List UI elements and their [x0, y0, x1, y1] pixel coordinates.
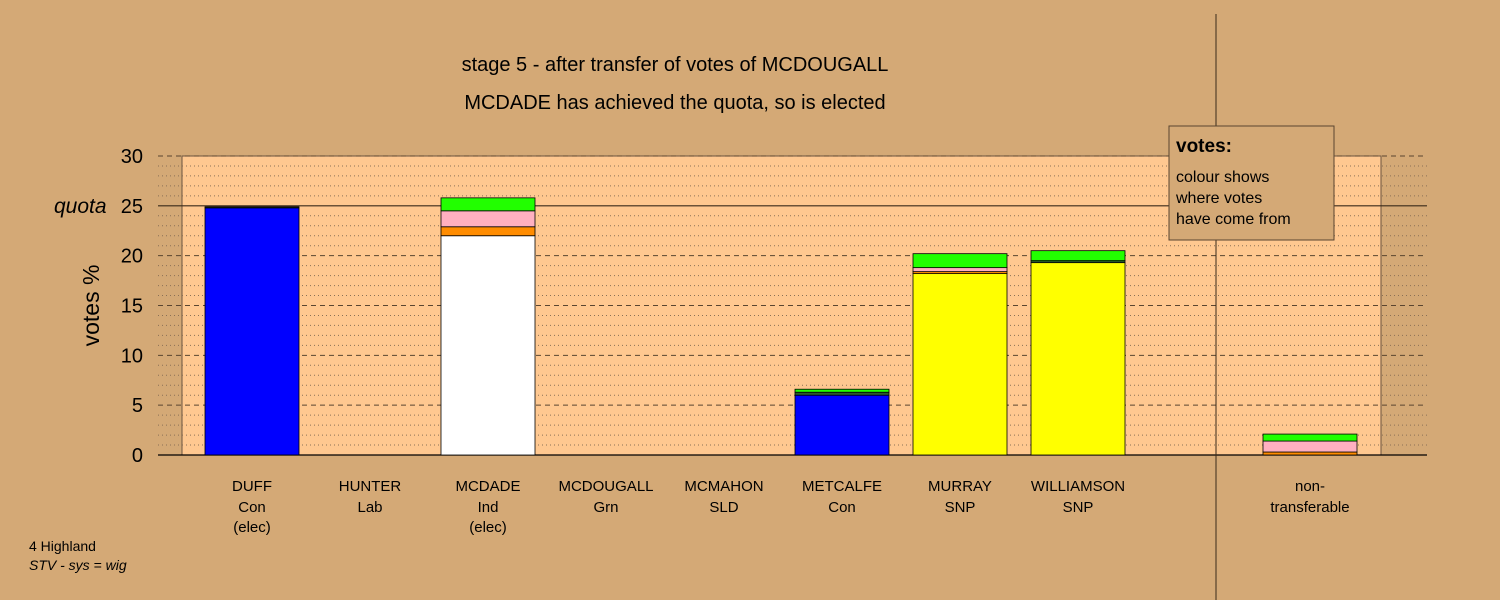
y-tick-label: 10 [121, 345, 143, 367]
non-transferable-label: transferable [1270, 499, 1349, 516]
category-name: MCDOUGALL [558, 478, 653, 495]
category-status: (elec) [233, 519, 271, 536]
bar-non-transferable-segment-sld [1262, 451, 1358, 456]
bar-duff-segment-other [204, 206, 300, 209]
category-name: MCMAHON [684, 478, 763, 495]
bar-mcdade-segment-lab [440, 210, 536, 228]
bar-mcdade-segment-ind [440, 235, 536, 456]
legend-box [1168, 125, 1335, 241]
y-tick-label: 0 [132, 445, 143, 467]
footer-system: STV - sys = wig [29, 557, 127, 573]
footer-region: 4 Highland [29, 538, 96, 554]
category-party: Ind [478, 499, 499, 516]
category-name: DUFF [232, 478, 272, 495]
category-party: SLD [709, 499, 738, 516]
y-axis-label: votes % [78, 265, 104, 347]
chart-subtitle: MCDADE has achieved the quota, so is ele… [464, 92, 886, 114]
legend-text: where votes [1175, 190, 1262, 207]
bar-williamson-segment-snp [1030, 262, 1126, 456]
category-party: Grn [593, 499, 618, 516]
non-transferable-label: non- [1295, 478, 1325, 495]
bar-duff-segment-con [204, 207, 300, 456]
category-party: SNP [945, 499, 976, 516]
bar-non-transferable-segment-lab [1262, 440, 1358, 453]
category-name: WILLIAMSON [1031, 478, 1125, 495]
bar-mcdade-segment-grn [440, 197, 536, 212]
category-name: HUNTER [339, 478, 402, 495]
y-tick-label: 5 [132, 395, 143, 417]
legend-text: colour shows [1176, 169, 1269, 186]
bar-metcalfe-segment-grn [794, 388, 890, 393]
bar-murray-segment-grn [912, 253, 1008, 269]
bar-murray-segment-snp [912, 273, 1008, 456]
footer: 4 Highland STV - sys = wig [29, 537, 127, 575]
category-party: SNP [1063, 499, 1094, 516]
category-name: MURRAY [928, 478, 992, 495]
bar-non-transferable-segment-grn [1262, 433, 1358, 442]
bar-mcdade-segment-sld [440, 226, 536, 237]
y-tick-label: 20 [121, 246, 143, 268]
category-status: (elec) [469, 519, 507, 536]
category-party: Con [828, 499, 856, 516]
bar-metcalfe-segment-other [794, 391, 890, 396]
category-name: MCDADE [455, 478, 520, 495]
category-party: Lab [357, 499, 382, 516]
chart-title: stage 5 - after transfer of votes of MCD… [461, 54, 889, 76]
legend-title: votes: [1176, 136, 1232, 157]
y-tick-label: 15 [121, 296, 143, 318]
category-party: Con [238, 499, 266, 516]
bar-murray-segment-lab [912, 267, 1008, 273]
legend-text: have come from [1176, 211, 1291, 228]
quota-label: quota [54, 195, 107, 218]
y-tick-label: 25 [121, 196, 143, 218]
category-name: METCALFE [802, 478, 882, 495]
bar-metcalfe-segment-con [794, 394, 890, 456]
bar-williamson-segment-grn [1030, 250, 1126, 262]
y-tick-label: 30 [121, 146, 143, 168]
